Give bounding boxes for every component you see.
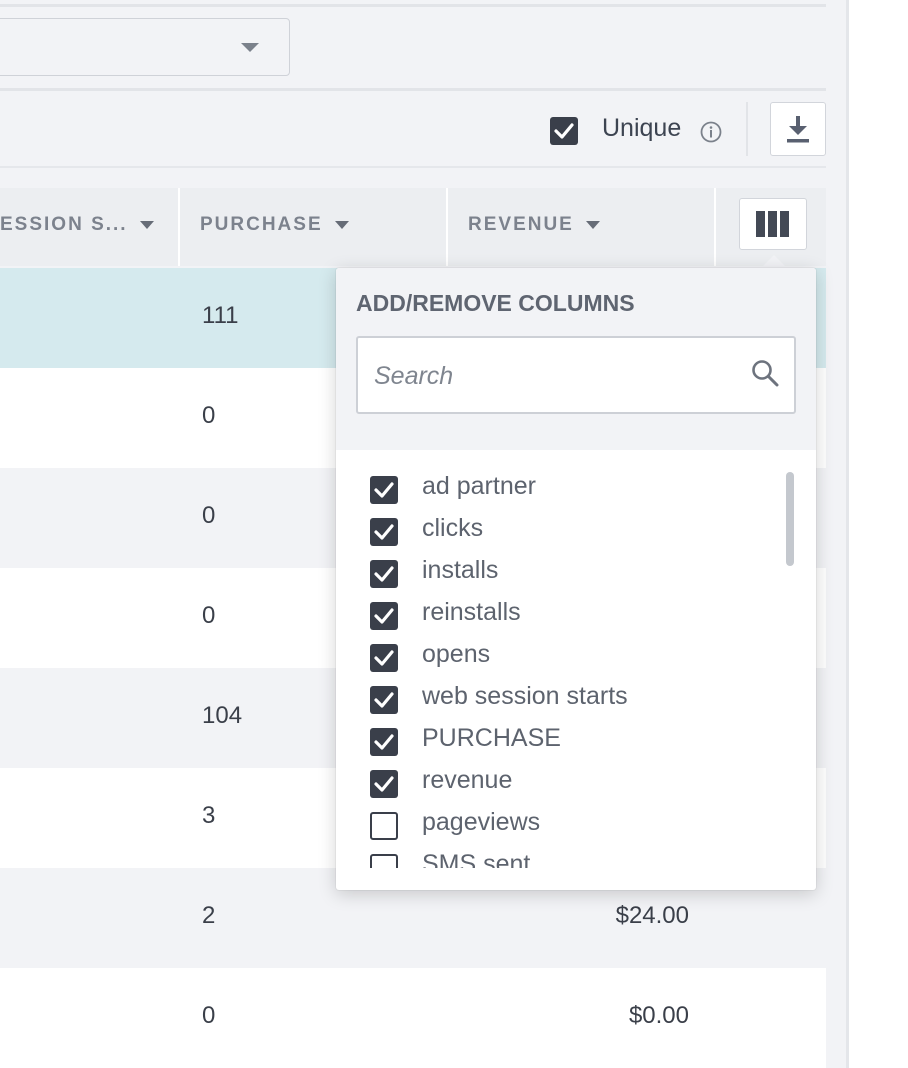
column-divider <box>446 188 448 266</box>
column-header-session-starts[interactable]: ESSION S... <box>0 188 154 266</box>
search-icon[interactable] <box>750 358 780 388</box>
column-option-label: opens <box>422 640 491 668</box>
checkbox-checked-icon[interactable] <box>370 728 398 756</box>
column-header-label: ESSION S... <box>0 214 128 235</box>
checkbox-checked-icon[interactable] <box>370 560 398 588</box>
table-header: ESSION S... PURCHASE REVENUE <box>0 188 826 266</box>
columns-popover: ADD/REMOVE COLUMNS ad partner clicks ins… <box>336 268 816 890</box>
column-header-revenue[interactable]: REVENUE <box>468 188 600 266</box>
column-divider <box>714 188 716 266</box>
checkbox-checked-icon[interactable] <box>370 518 398 546</box>
table-row[interactable]: 0 $0.00 <box>0 968 826 1068</box>
checkbox-checked-icon[interactable] <box>370 644 398 672</box>
checkbox-unchecked-icon[interactable] <box>370 812 398 840</box>
download-icon <box>787 116 809 143</box>
column-option-label: installs <box>422 556 499 584</box>
purchase-cell: 111 <box>202 302 239 329</box>
divider <box>0 166 826 168</box>
column-option-label: pageviews <box>422 808 541 836</box>
checkmark-icon <box>554 123 574 139</box>
purchase-cell: 104 <box>202 702 243 729</box>
popover-header: ADD/REMOVE COLUMNS <box>336 268 816 450</box>
filter-select[interactable] <box>0 18 290 76</box>
popover-arrow <box>760 255 788 269</box>
checkbox-checked-icon[interactable] <box>370 686 398 714</box>
column-header-label: PURCHASE <box>200 214 323 235</box>
sort-caret-icon <box>139 220 154 229</box>
checkbox-unchecked-icon[interactable] <box>370 854 398 868</box>
purchase-cell: 3 <box>202 802 216 829</box>
checkbox-checked-icon[interactable] <box>370 476 398 504</box>
unique-checkbox[interactable] <box>550 117 578 145</box>
sort-caret-icon <box>585 220 600 229</box>
revenue-cell: $24.00 <box>615 902 689 929</box>
column-divider <box>178 188 180 266</box>
purchase-cell: 0 <box>202 402 216 429</box>
revenue-cell: $0.00 <box>628 1002 689 1029</box>
column-search-box[interactable] <box>356 336 796 414</box>
info-icon[interactable] <box>700 121 722 143</box>
unique-label: Unique <box>602 114 682 142</box>
column-option-label: web session starts <box>422 682 628 710</box>
column-option-label: PURCHASE <box>422 724 561 752</box>
column-option-label: reinstalls <box>422 598 521 626</box>
column-search-input[interactable] <box>372 350 736 402</box>
column-header-label: REVENUE <box>468 214 574 235</box>
purchase-cell: 2 <box>202 902 216 929</box>
column-option-label: ad partner <box>422 472 536 500</box>
column-option-label: clicks <box>422 514 484 542</box>
column-header-purchase[interactable]: PURCHASE <box>200 188 349 266</box>
column-option-label: SMS sent <box>422 850 531 868</box>
divider <box>0 4 826 7</box>
download-button[interactable] <box>770 102 826 156</box>
purchase-cell: 0 <box>202 502 216 529</box>
sort-caret-icon <box>334 220 349 229</box>
divider <box>0 88 826 91</box>
column-list-scrollbar[interactable] <box>786 472 794 566</box>
popover-title: ADD/REMOVE COLUMNS <box>356 290 635 316</box>
toolbar-separator <box>746 102 748 156</box>
chevron-down-icon <box>241 43 259 52</box>
column-list[interactable]: ad partner clicks installs reinstalls op… <box>336 468 816 868</box>
checkbox-checked-icon[interactable] <box>370 602 398 630</box>
columns-toggle-button[interactable] <box>739 198 807 250</box>
column-option-label: revenue <box>422 766 513 794</box>
purchase-cell: 0 <box>202 602 216 629</box>
checkbox-checked-icon[interactable] <box>370 770 398 798</box>
purchase-cell: 0 <box>202 1002 216 1029</box>
panel-border <box>846 0 849 1068</box>
